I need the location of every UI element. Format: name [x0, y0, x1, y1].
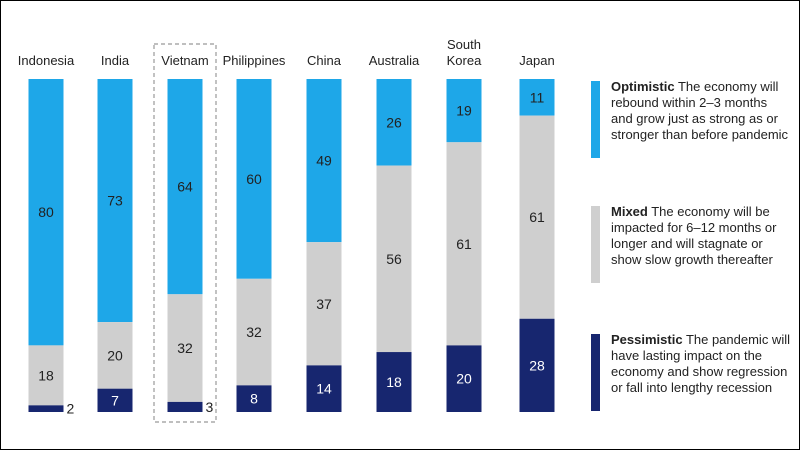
bar-group-japan: 11 61 28 Japan: [519, 53, 555, 412]
data-label-mixed-australia: 56: [386, 251, 402, 267]
data-label-optimistic-philippines: 60: [246, 171, 262, 187]
bar-segment-pessimistic-indonesia: [28, 405, 64, 412]
bar-group-philippines: 60 32 8 Philippines: [223, 53, 286, 412]
bar-segment-mixed-japan: [519, 115, 555, 319]
data-label-optimistic-australia: 26: [386, 114, 402, 130]
bar-segment-optimistic-indonesia: [28, 79, 64, 346]
legend-desc-pessimistic: The pandemic will have lasting impact on…: [611, 332, 790, 395]
bar-segment-pessimistic-china: [306, 365, 342, 412]
bar-group-india: 73 20 7 India: [97, 53, 133, 412]
bar-segment-optimistic-philippines: [236, 79, 272, 279]
category-label-south-korea: South Korea: [447, 37, 482, 68]
data-label-mixed-south-korea: 61: [456, 236, 472, 252]
legend-swatch-optimistic: [591, 81, 600, 158]
bar-segment-pessimistic-india: [97, 388, 133, 412]
bar-group-china: 49 37 14 China: [306, 53, 342, 412]
data-label-pessimistic-australia: 18: [386, 374, 402, 390]
bar-segment-mixed-philippines: [236, 278, 272, 386]
bar-segment-optimistic-australia: [376, 79, 412, 166]
category-label-philippines: Philippines: [223, 53, 286, 68]
data-label-optimistic-vietnam: 64: [177, 179, 193, 195]
data-label-optimistic-south-korea: 19: [456, 103, 472, 119]
data-label-mixed-india: 20: [107, 347, 123, 363]
data-label-mixed-philippines: 32: [246, 324, 262, 340]
data-label-optimistic-japan: 11: [530, 89, 545, 105]
data-label-mixed-vietnam: 32: [177, 340, 193, 356]
bar-segment-optimistic-vietnam: [167, 79, 203, 295]
legend-swatch-pessimistic: [591, 334, 600, 411]
bar-segment-mixed-indonesia: [28, 345, 64, 406]
bar-group-indonesia: 80 18 2 Indonesia: [18, 53, 75, 417]
category-label-china: China: [307, 53, 342, 68]
bar-group-vietnam: 64 32 3 Vietnam: [153, 43, 217, 423]
legend-desc-optimistic: The economy will rebound within 2–3 mont…: [611, 79, 789, 142]
data-label-optimistic-indonesia: 80: [38, 204, 54, 220]
category-label-vietnam: Vietnam: [161, 53, 208, 68]
data-label-pessimistic-south-korea: 20: [456, 371, 472, 387]
bar-segment-pessimistic-vietnam: [167, 401, 203, 412]
legend-desc-mixed: The economy will be impacted for 6–12 mo…: [611, 204, 777, 267]
data-label-optimistic-china: 49: [316, 153, 332, 169]
bar-segment-mixed-south-korea: [446, 142, 482, 346]
bar-segment-mixed-australia: [376, 165, 412, 353]
bar-segment-mixed-china: [306, 242, 342, 366]
data-label-pessimistic-vietnam: 3: [206, 399, 214, 415]
legend-text-optimistic: Optimistic The economy will rebound with…: [611, 79, 791, 143]
bar-segment-optimistic-india: [97, 79, 133, 323]
legend-title-pessimistic: Pessimistic: [611, 332, 683, 347]
bar-segment-pessimistic-philippines: [236, 385, 272, 412]
data-label-mixed-japan: 61: [529, 209, 545, 225]
bar-group-south-korea: 19 61 20 South Korea: [446, 37, 482, 412]
data-label-pessimistic-india: 7: [111, 392, 119, 408]
category-label-japan: Japan: [519, 53, 554, 68]
category-label-india: India: [101, 53, 130, 68]
data-label-pessimistic-philippines: 8: [250, 391, 258, 407]
category-label-indonesia: Indonesia: [18, 53, 75, 68]
bar-segment-optimistic-japan: [519, 79, 555, 116]
data-label-pessimistic-china: 14: [316, 381, 332, 397]
data-label-pessimistic-indonesia: 2: [67, 401, 75, 417]
bar-segment-optimistic-china: [306, 79, 342, 243]
bar-segment-pessimistic-australia: [376, 352, 412, 412]
legend-text-mixed: Mixed The economy will be impacted for 6…: [611, 204, 791, 268]
data-label-pessimistic-japan: 28: [529, 357, 545, 373]
legend-title-optimistic: Optimistic: [611, 79, 675, 94]
bar-segment-mixed-vietnam: [167, 294, 203, 402]
bar-group-australia: 26 56 18 Australia: [369, 53, 420, 412]
bar-segment-pessimistic-south-korea: [446, 345, 482, 412]
legend-text-pessimistic: Pessimistic The pandemic will have lasti…: [611, 332, 791, 396]
data-label-optimistic-india: 73: [107, 193, 123, 209]
legend-swatch-mixed: [591, 206, 600, 283]
legend-title-mixed: Mixed: [611, 204, 648, 219]
category-label-australia: Australia: [369, 53, 420, 68]
bar-segment-mixed-india: [97, 322, 133, 389]
highlight-box-vietnam: [153, 43, 217, 423]
data-label-mixed-indonesia: 18: [38, 367, 54, 383]
bar-segment-pessimistic-japan: [519, 318, 555, 412]
data-label-mixed-china: 37: [316, 296, 332, 312]
bar-segment-optimistic-south-korea: [446, 79, 482, 143]
